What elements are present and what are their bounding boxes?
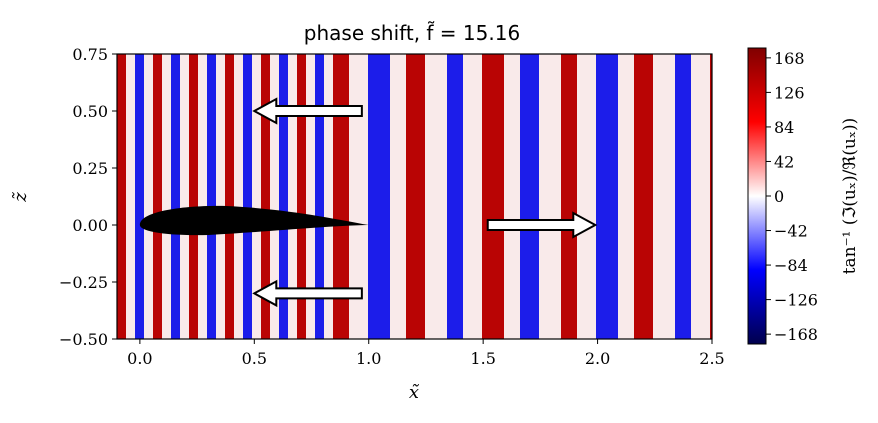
phase-stripe — [390, 54, 406, 339]
x-tick-label: 2.5 — [699, 349, 724, 368]
phase-stripe — [117, 54, 126, 339]
x-tick-label: 0.5 — [242, 349, 267, 368]
arrow-right — [486, 211, 598, 239]
colorbar-tick-label: 0 — [774, 187, 784, 206]
colorbar-tick-label: −42 — [774, 222, 808, 241]
phase-stripe — [189, 54, 198, 339]
y-tick-label: 0.25 — [72, 159, 108, 178]
phase-stripe — [333, 54, 349, 339]
phase-stripe — [144, 54, 153, 339]
phase-stripe — [243, 54, 252, 339]
phase-stripe — [577, 54, 596, 339]
phase-stripe — [691, 54, 710, 339]
phase-stripe — [297, 54, 306, 339]
phase-stripe — [135, 54, 144, 339]
phase-stripe — [349, 54, 368, 339]
x-tick-label: 1.0 — [356, 349, 381, 368]
phase-stripe — [225, 54, 234, 339]
phase-stripe — [234, 54, 243, 339]
phase-stripe — [447, 54, 463, 339]
phase-stripe — [463, 54, 482, 339]
phase-stripe — [710, 54, 712, 339]
wave-direction-arrows — [252, 97, 598, 308]
airfoil-body — [139, 205, 369, 236]
colorbar-ticks: 168 126 84 42 0 −42 −84 −126 −168 — [766, 49, 818, 344]
colorbar-tick-label: 84 — [774, 118, 794, 137]
phase-stripe — [561, 54, 577, 339]
phase-stripe — [162, 54, 171, 339]
colorbar-tick-label: 42 — [774, 152, 794, 171]
phase-stripe — [425, 54, 447, 339]
phase-stripe — [634, 54, 653, 339]
phase-stripe — [406, 54, 425, 339]
phase-stripe — [216, 54, 225, 339]
phase-field — [117, 54, 712, 339]
phase-stripe — [596, 54, 618, 339]
phase-stripe — [306, 54, 315, 339]
phase-stripe — [153, 54, 162, 339]
colorbar — [747, 47, 767, 345]
y-tick-label: 0.75 — [72, 45, 108, 64]
colorbar-tick-label: −168 — [774, 325, 818, 344]
colorbar-label: tan⁻¹ (ℑ(uₓ)/ℜ(uₓ)) — [840, 118, 860, 275]
phase-stripe — [270, 54, 279, 339]
phase-stripes — [117, 54, 712, 339]
phase-stripe — [520, 54, 539, 339]
phase-stripe — [368, 54, 390, 339]
x-tick-label: 2.0 — [585, 349, 610, 368]
phase-stripe — [315, 54, 324, 339]
colorbar-tick-label: 168 — [774, 49, 805, 68]
phase-stripe — [198, 54, 207, 339]
phase-stripe — [180, 54, 189, 339]
phase-stripe — [482, 54, 504, 339]
chart-title: phase shift, f̃ = 15.16 — [304, 21, 520, 45]
y-tick-label: −0.50 — [59, 330, 108, 349]
y-axis: −0.50 −0.25 0.00 0.25 0.50 0.75 — [59, 45, 117, 349]
phase-stripe — [539, 54, 561, 339]
arrow-left — [252, 97, 363, 125]
phase-stripe — [653, 54, 675, 339]
phase-stripe — [126, 54, 135, 339]
colorbar-tick-label: −126 — [774, 291, 818, 310]
phase-stripe — [324, 54, 333, 339]
phase-stripe — [279, 54, 288, 339]
x-axis-label: x̃ — [409, 382, 420, 403]
arrow-left — [252, 279, 363, 308]
colorbar-tick-label: −84 — [774, 256, 808, 275]
phase-stripe — [207, 54, 216, 339]
phase-stripe — [618, 54, 634, 339]
x-tick-label: 1.5 — [470, 349, 495, 368]
phase-stripe — [261, 54, 270, 339]
y-tick-label: 0.50 — [72, 102, 108, 121]
plot-frame — [116, 53, 713, 340]
x-tick-label: 0.0 — [127, 349, 152, 368]
y-axis-label: z̃ — [10, 192, 31, 203]
phase-stripe — [504, 54, 520, 339]
x-axis: 0.0 0.5 1.0 1.5 2.0 2.5 — [127, 339, 725, 368]
y-tick-label: 0.00 — [72, 216, 108, 235]
phase-stripe — [675, 54, 691, 339]
colorbar-tick-label: 126 — [774, 83, 805, 102]
phase-stripe — [288, 54, 297, 339]
y-tick-label: −0.25 — [59, 273, 108, 292]
phase-stripe — [171, 54, 180, 339]
phase-stripe — [252, 54, 261, 339]
